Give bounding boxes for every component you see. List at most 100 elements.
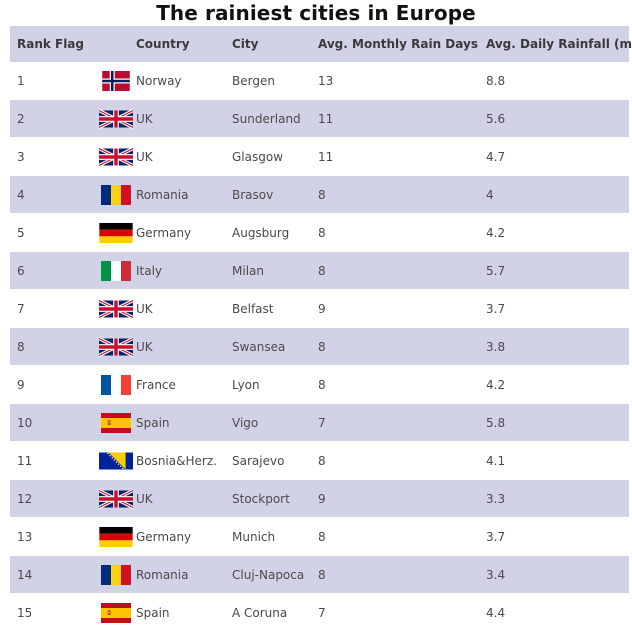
country-cell: UK xyxy=(129,99,225,138)
table-header: Rank Flag Country City Avg. Monthly Rain… xyxy=(10,26,632,62)
city-cell: Milan xyxy=(225,251,311,290)
country-cell: Spain xyxy=(129,403,225,442)
flag-cell xyxy=(48,479,133,518)
table-row: 7 UK Belfast 9 3.7 xyxy=(10,289,629,328)
table-row: 3 UK Glasgow 11 4.7 xyxy=(10,137,629,176)
rank-cell: 2 xyxy=(10,99,48,138)
table-row: 8 UK Swansea 8 3.8 xyxy=(10,327,629,366)
city-cell: Swansea xyxy=(225,327,311,366)
header-city: City xyxy=(225,26,311,62)
france-flag-icon xyxy=(99,374,133,395)
rain-days-cell: 7 xyxy=(311,593,479,632)
flag-cell xyxy=(48,213,133,252)
flag-cell xyxy=(48,593,131,632)
country-cell: Norway xyxy=(129,62,225,100)
daily-rainfall-cell: 4 xyxy=(479,175,629,214)
uk-flag-icon xyxy=(99,336,133,357)
rain-days-cell: 8 xyxy=(311,365,479,404)
rain-days-cell: 11 xyxy=(311,137,479,176)
table-row: 9 France Lyon 8 4.2 xyxy=(10,365,629,404)
flag-cell xyxy=(48,327,133,366)
rank-cell: 5 xyxy=(10,213,48,252)
daily-rainfall-cell: 4.2 xyxy=(479,213,629,252)
city-cell: Cluj-Napoca xyxy=(225,555,311,594)
rank-cell: 14 xyxy=(10,555,48,594)
flag-cell xyxy=(48,517,133,556)
flag-cell xyxy=(48,175,131,214)
rain-days-cell: 9 xyxy=(311,479,479,518)
rank-cell: 15 xyxy=(10,593,48,632)
rain-days-cell: 11 xyxy=(311,99,479,138)
header-rainfall: Avg. Daily Rainfall (mm) xyxy=(479,26,632,62)
country-cell: UK xyxy=(129,327,225,366)
uk-flag-icon xyxy=(99,488,133,509)
rank-cell: 13 xyxy=(10,517,48,556)
daily-rainfall-cell: 4.7 xyxy=(479,137,629,176)
table-row: 6 Italy Milan 8 5.7 xyxy=(10,251,629,290)
flag-cell xyxy=(48,365,131,404)
page-title: The rainiest cities in Europe xyxy=(156,1,476,25)
rain-days-cell: 7 xyxy=(311,403,479,442)
rank-cell: 8 xyxy=(10,327,48,366)
flag-cell xyxy=(48,251,131,290)
country-cell: Italy xyxy=(129,251,225,290)
daily-rainfall-cell: 5.8 xyxy=(479,403,629,442)
country-cell: UK xyxy=(129,289,225,328)
rain-days-cell: 8 xyxy=(311,517,479,556)
rain-days-cell: 8 xyxy=(311,327,479,366)
flag-cell xyxy=(48,403,131,442)
daily-rainfall-cell: 3.7 xyxy=(479,289,629,328)
table-body: 1 Norway Bergen 13 8.8 2 UK Sunderland 11 5.6 3 UK G… xyxy=(10,62,629,632)
rank-cell: 11 xyxy=(10,441,48,480)
rain-days-cell: 8 xyxy=(311,251,479,290)
city-cell: Vigo xyxy=(225,403,311,442)
rank-cell: 9 xyxy=(10,365,48,404)
rain-days-cell: 13 xyxy=(311,62,479,100)
country-cell: UK xyxy=(129,137,225,176)
city-cell: Stockport xyxy=(225,479,311,518)
italy-flag-icon xyxy=(99,260,133,281)
table-row: 15 Spain A Coruna 7 4.4 xyxy=(10,593,629,632)
header-rank: Rank xyxy=(10,26,51,62)
rain-days-cell: 8 xyxy=(311,213,479,252)
city-cell: Munich xyxy=(225,517,311,556)
country-cell: UK xyxy=(129,479,225,518)
germany-flag-icon xyxy=(99,222,133,243)
rank-cell: 1 xyxy=(10,62,48,100)
spain-flag-icon xyxy=(99,602,133,623)
table-row: 5 Germany Augsburg 8 4.2 xyxy=(10,213,629,252)
rank-cell: 7 xyxy=(10,289,48,328)
city-cell: Brasov xyxy=(225,175,311,214)
norway-flag-icon xyxy=(99,70,133,91)
rain-days-cell: 9 xyxy=(311,289,479,328)
city-cell: Augsburg xyxy=(225,213,311,252)
country-cell: Germany xyxy=(129,517,225,556)
daily-rainfall-cell: 4.2 xyxy=(479,365,629,404)
daily-rainfall-cell: 3.3 xyxy=(479,479,629,518)
country-cell: Bosnia&Herz. xyxy=(129,441,225,480)
flag-cell xyxy=(48,441,133,480)
flag-cell xyxy=(48,555,131,594)
country-cell: Spain xyxy=(129,593,225,632)
uk-flag-icon xyxy=(99,146,133,167)
rank-cell: 4 xyxy=(10,175,48,214)
header-row: Rank Flag Country City Avg. Monthly Rain… xyxy=(10,26,632,62)
city-cell: Glasgow xyxy=(225,137,311,176)
daily-rainfall-cell: 4.1 xyxy=(479,441,629,480)
daily-rainfall-cell: 3.8 xyxy=(479,327,629,366)
romania-flag-icon xyxy=(99,564,133,585)
daily-rainfall-cell: 8.8 xyxy=(479,62,629,100)
city-cell: Sarajevo xyxy=(225,441,311,480)
rank-cell: 6 xyxy=(10,251,48,290)
country-cell: Romania xyxy=(129,555,225,594)
flag-cell xyxy=(48,99,133,138)
bosnia-flag-icon xyxy=(99,451,133,471)
country-cell: Germany xyxy=(129,213,225,252)
daily-rainfall-cell: 5.7 xyxy=(479,251,629,290)
country-cell: France xyxy=(129,365,225,404)
table-row: 14 Romania Cluj-Napoca 8 3.4 xyxy=(10,555,629,594)
rain-days-cell: 8 xyxy=(311,175,479,214)
header-flag: Flag xyxy=(48,26,129,62)
rank-cell: 3 xyxy=(10,137,48,176)
rank-cell: 10 xyxy=(10,403,48,442)
